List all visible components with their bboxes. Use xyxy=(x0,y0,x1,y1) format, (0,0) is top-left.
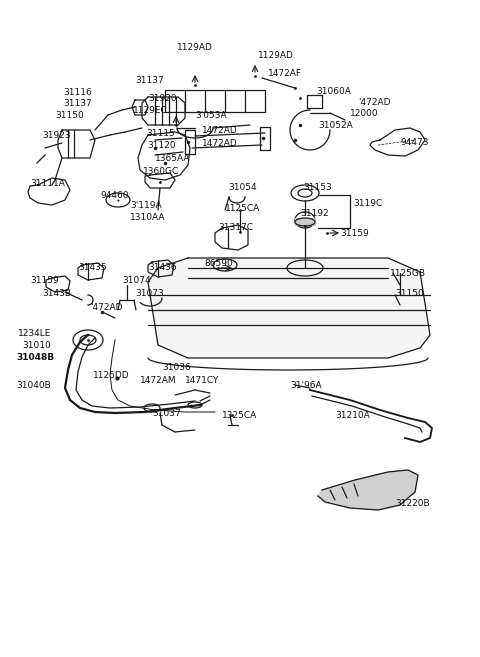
Text: 1125DD: 1125DD xyxy=(93,371,130,380)
Text: 31150: 31150 xyxy=(55,111,84,120)
Text: 31036: 31036 xyxy=(162,363,191,372)
Text: 31436: 31436 xyxy=(148,263,177,272)
Text: 31210A: 31210A xyxy=(335,411,370,420)
Text: 3'119A: 3'119A xyxy=(130,201,162,210)
Text: 1365AA: 1365AA xyxy=(155,154,191,163)
Text: 31073: 31073 xyxy=(135,289,164,298)
Polygon shape xyxy=(318,470,418,510)
Text: 31115: 31115 xyxy=(146,129,175,138)
Text: 31137: 31137 xyxy=(135,76,164,85)
Text: 94460: 94460 xyxy=(100,191,129,200)
Text: 1360GC: 1360GC xyxy=(143,167,179,176)
Text: 31048B: 31048B xyxy=(16,353,54,362)
Text: 1125GB: 1125GB xyxy=(390,269,426,278)
Text: 31435: 31435 xyxy=(78,263,107,272)
Text: 86590: 86590 xyxy=(204,259,233,268)
Text: 1472AD: 1472AD xyxy=(202,139,238,148)
Text: 31317C: 31317C xyxy=(218,223,253,232)
Text: 3143B: 3143B xyxy=(42,289,71,298)
Text: 3'053A: 3'053A xyxy=(195,111,227,120)
Text: 31037: 31037 xyxy=(152,409,181,418)
Text: 31010: 31010 xyxy=(22,341,51,350)
Text: 12000: 12000 xyxy=(350,109,379,118)
Polygon shape xyxy=(370,128,425,156)
Text: 94473: 94473 xyxy=(400,138,429,147)
Text: 1129EC: 1129EC xyxy=(133,106,168,115)
Text: '472AD: '472AD xyxy=(358,98,391,107)
Text: 1472AD: 1472AD xyxy=(202,126,238,135)
Text: 31116: 31116 xyxy=(63,88,92,97)
Text: 31137: 31137 xyxy=(63,99,92,108)
Text: 31159: 31159 xyxy=(30,276,59,285)
Text: 31220B: 31220B xyxy=(395,499,430,508)
Text: 31920: 31920 xyxy=(148,94,177,103)
Text: 31192: 31192 xyxy=(300,209,329,218)
Text: 1125CA: 1125CA xyxy=(225,204,260,213)
Text: 31060A: 31060A xyxy=(316,87,351,96)
Text: 31'96A: 31'96A xyxy=(290,381,322,390)
Text: '472AD: '472AD xyxy=(90,303,122,312)
Text: 31054: 31054 xyxy=(228,183,257,192)
Text: 31159: 31159 xyxy=(340,229,369,238)
Text: 1472AF: 1472AF xyxy=(268,69,302,78)
Polygon shape xyxy=(295,218,315,225)
Text: 31111A: 31111A xyxy=(30,179,65,188)
Text: 1129AD: 1129AD xyxy=(258,51,294,60)
Text: 31052A: 31052A xyxy=(318,121,353,130)
Text: 1310AA: 1310AA xyxy=(130,213,166,222)
Text: 31153: 31153 xyxy=(303,183,332,192)
Polygon shape xyxy=(148,258,430,358)
Text: 31923: 31923 xyxy=(42,131,71,140)
Text: 3119C: 3119C xyxy=(353,199,382,208)
Polygon shape xyxy=(28,178,70,205)
Text: 31150: 31150 xyxy=(395,289,424,298)
Text: 31120: 31120 xyxy=(147,141,176,150)
Text: 31074: 31074 xyxy=(122,276,151,285)
Text: 1234LE: 1234LE xyxy=(18,329,51,338)
Text: 31040B: 31040B xyxy=(16,381,51,390)
Text: 1325CA: 1325CA xyxy=(222,411,257,420)
Text: 1472AM: 1472AM xyxy=(140,376,177,385)
Text: 1129AD: 1129AD xyxy=(177,43,213,52)
Text: 1471CY: 1471CY xyxy=(185,376,219,385)
